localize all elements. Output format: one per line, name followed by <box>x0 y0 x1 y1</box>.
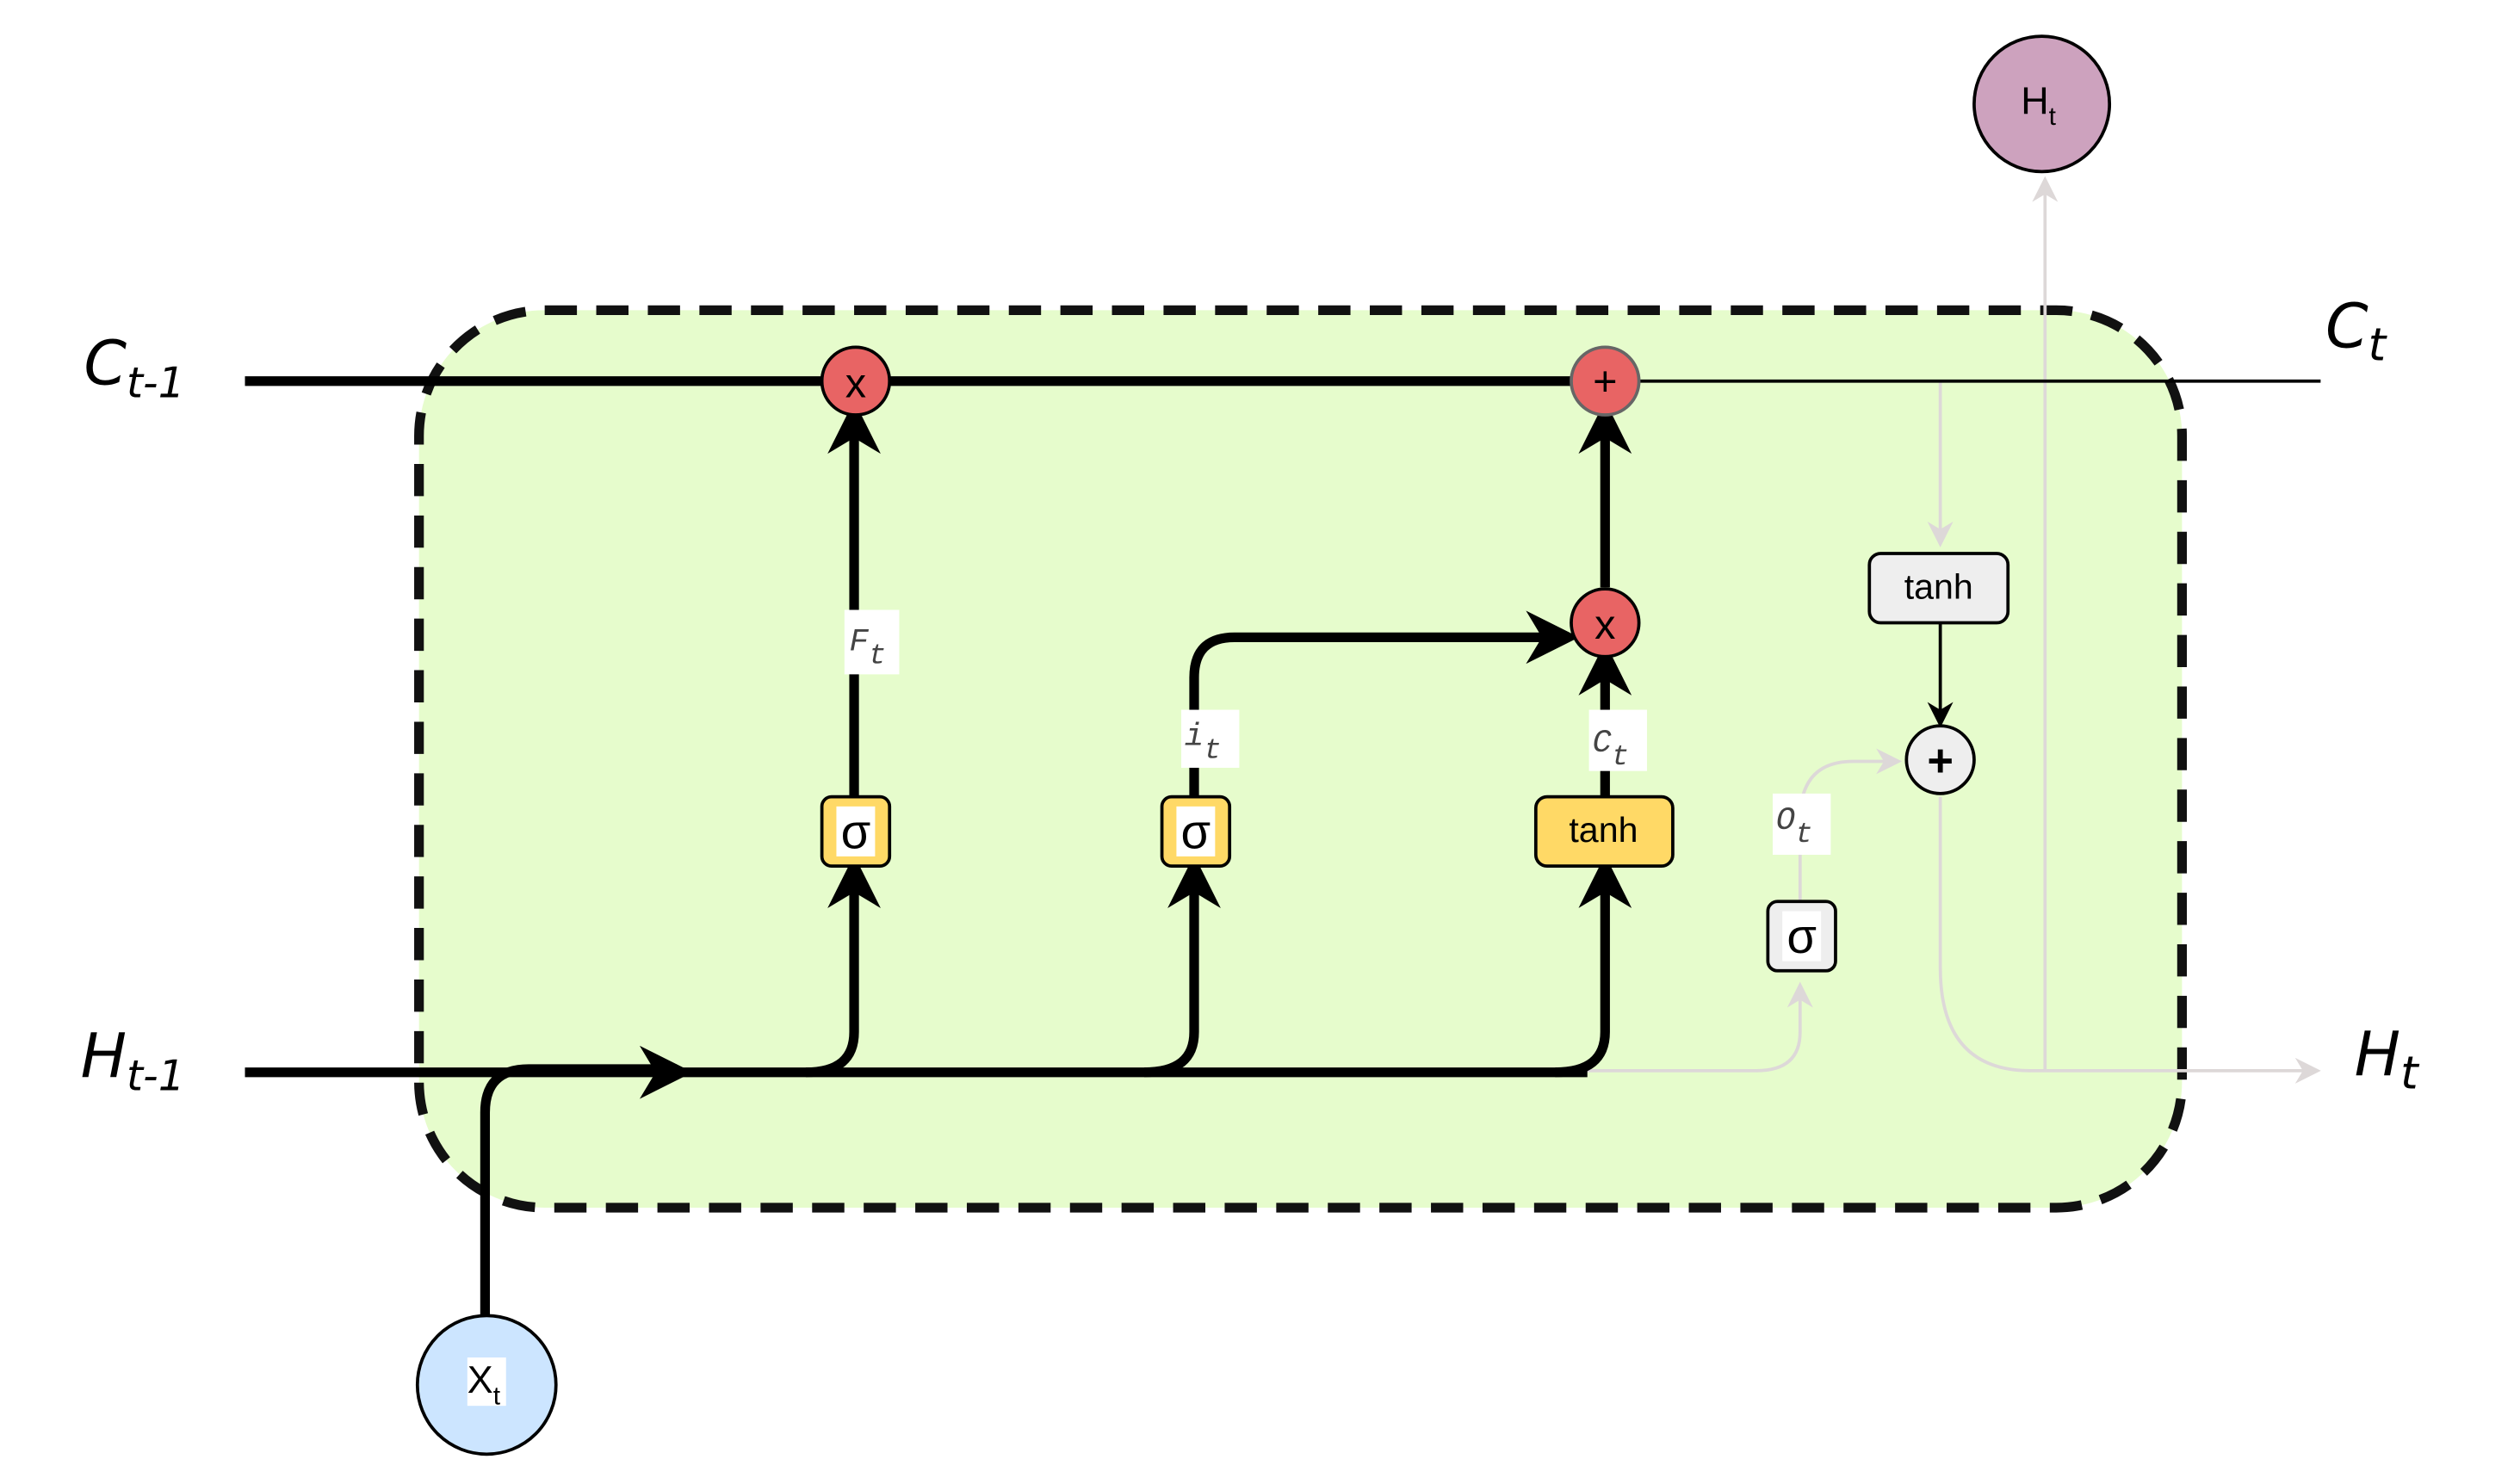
c-next-sub: t <box>2368 318 2388 371</box>
candidate-gate-box: tanh <box>1533 795 1675 868</box>
svg-text:Ht: Ht <box>2021 78 2056 131</box>
c-prev-label: Ct-1 <box>84 327 184 407</box>
input-multiply-symbol: x <box>1594 602 1615 648</box>
input-edge-label: it <box>1181 709 1240 768</box>
h-prev-main: H <box>81 1020 127 1091</box>
svg-text:Xt: Xt <box>468 1357 501 1410</box>
c-prev-main: C <box>84 327 127 399</box>
forget-edge-sub: t <box>869 640 886 672</box>
output-edge-main: O <box>1776 803 1795 839</box>
svg-text:it: it <box>1185 720 1222 768</box>
input-gate-box: σ <box>1160 795 1232 868</box>
lstm-cell-boundary <box>414 305 2188 1213</box>
x-input-sub: t <box>493 1382 501 1410</box>
forget-edge-main: F <box>849 624 869 660</box>
input-edge-main: i <box>1185 720 1204 756</box>
add-to-h-next-line <box>1938 796 2321 1084</box>
candidate-edge-sub: t <box>1612 741 1629 774</box>
svg-text:Ot: Ot <box>1776 803 1813 851</box>
h-to-candidate-tanh-line <box>1555 855 1632 1078</box>
output-edge-label: Ot <box>1772 793 1831 856</box>
forget-multiply-node: x <box>820 345 892 417</box>
input-edge-sub: t <box>1204 735 1221 768</box>
h-output-main: H <box>2021 78 2048 122</box>
cell-add-symbol: + <box>1593 359 1617 405</box>
h-prev-sub: t-1 <box>127 1052 185 1100</box>
c-prev-sub: t-1 <box>127 359 185 407</box>
h-prev-label: Ht-1 <box>81 1020 185 1100</box>
output-add-symbol: + <box>1927 736 1954 786</box>
candidate-gate-label: tanh <box>1569 810 1638 850</box>
forget-gate-symbol: σ <box>841 805 871 859</box>
output-add-node: + <box>1904 724 1976 795</box>
c-next-label: Ct <box>2325 290 2388 371</box>
h-next-main: H <box>2355 1018 2400 1090</box>
output-gate-symbol: σ <box>1786 909 1817 963</box>
h-to-output-sigma-line <box>1579 981 1813 1073</box>
x-input-main: X <box>468 1357 493 1401</box>
forget-edge-label: Ft <box>844 609 900 675</box>
output-gate-paths <box>1579 176 2321 1084</box>
cell-add-node: + <box>1570 345 1641 417</box>
candidate-edge-main: C <box>1592 726 1612 762</box>
output-edge-sub: t <box>1795 819 1812 851</box>
input-multiply-node: x <box>1570 587 1641 659</box>
input-gate-symbol: σ <box>1181 805 1211 859</box>
cell-tanh-label: tanh <box>1904 566 1973 606</box>
x-input-node: Xt <box>415 1314 558 1456</box>
c-next-main: C <box>2325 290 2368 362</box>
output-gate-box: σ <box>1766 900 1837 973</box>
forget-gate-box: σ <box>820 795 892 868</box>
candidate-edge-label: Ct <box>1588 709 1647 774</box>
h-to-input-sigma-line <box>1143 855 1221 1078</box>
h-to-forget-sigma-line <box>805 855 881 1078</box>
h-output-node: Ht <box>1972 34 2112 174</box>
h-next-sub: t <box>2400 1047 2420 1099</box>
h-next-label: Ht <box>2355 1018 2420 1099</box>
svg-text:Ct: Ct <box>1592 726 1629 774</box>
gate-lines <box>805 400 1632 1078</box>
h-output-sub: t <box>2049 102 2057 131</box>
cell-tanh-box: tanh <box>1867 552 2010 625</box>
x-input-line <box>480 1064 678 1316</box>
svg-text:Ft: Ft <box>849 624 886 672</box>
forget-multiply-symbol: x <box>845 360 866 406</box>
input-sigma-to-multiply-line <box>1189 610 1580 801</box>
